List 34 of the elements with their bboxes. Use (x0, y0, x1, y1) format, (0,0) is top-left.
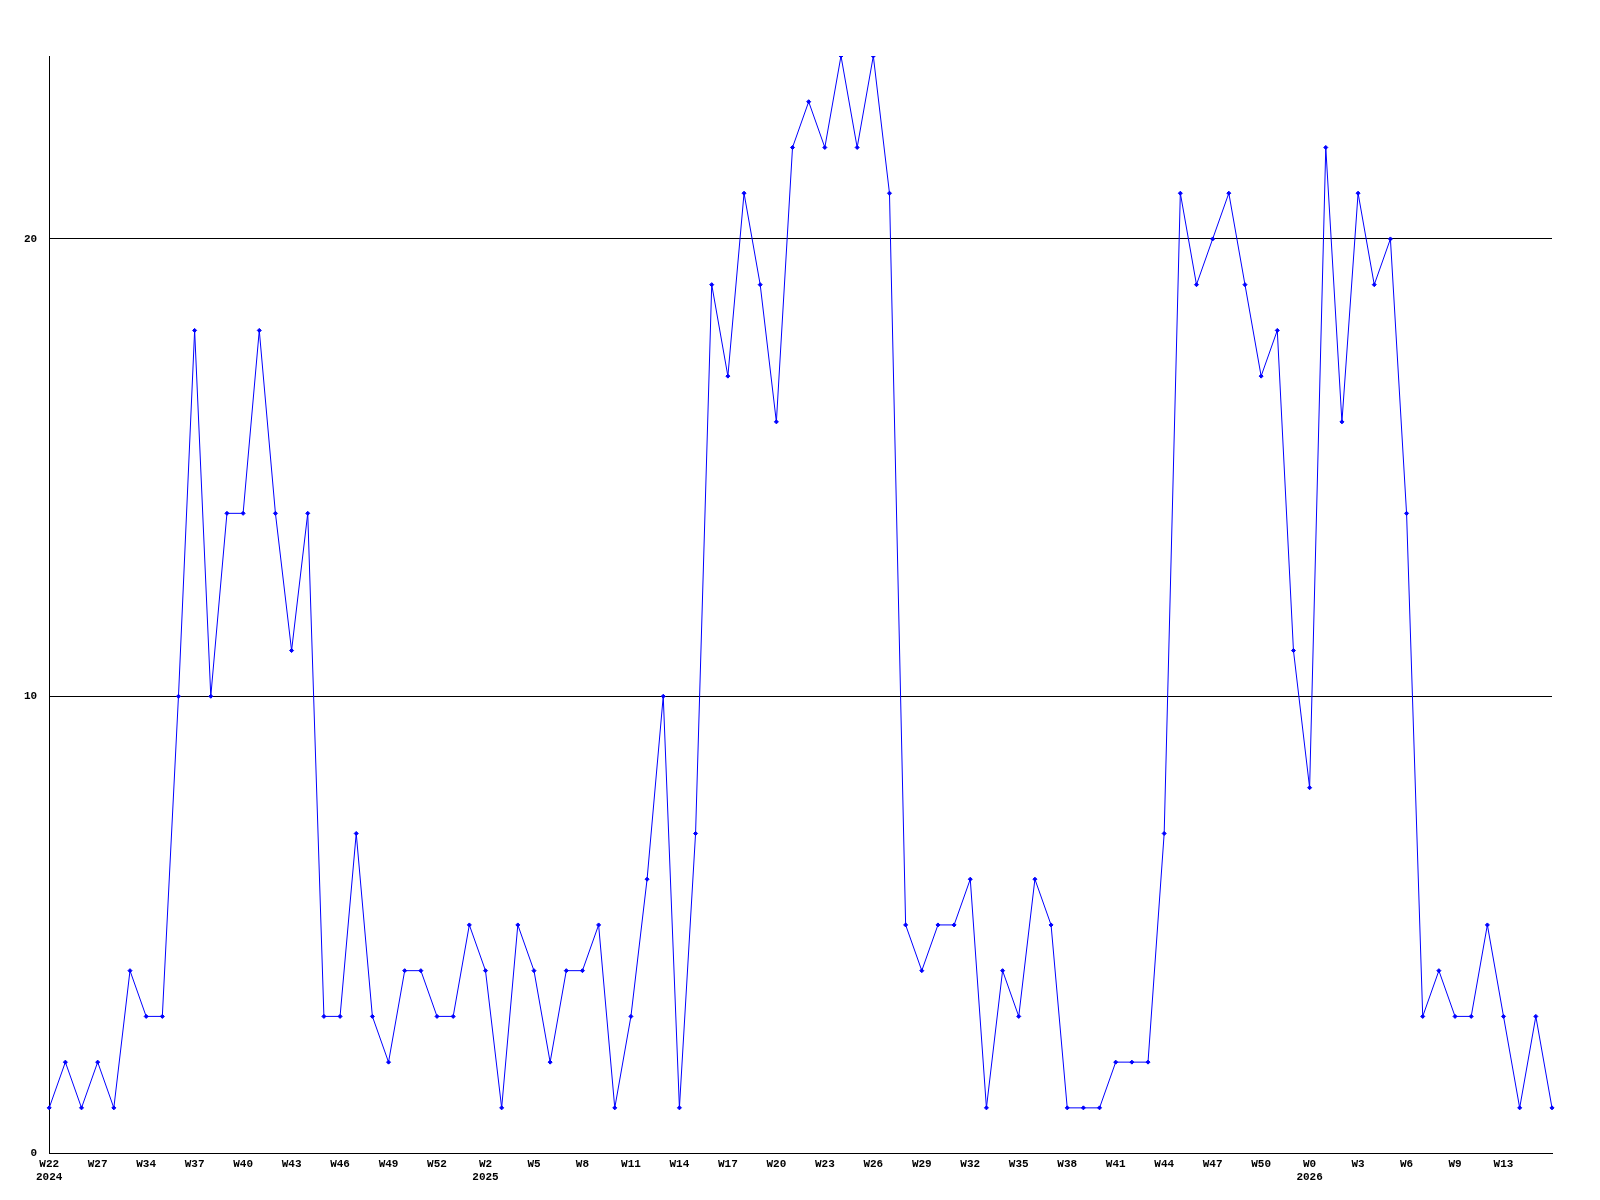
x-tick-label: W2 2025 (472, 1157, 500, 1184)
x-tick-label: W46 (330, 1157, 350, 1170)
x-tick-label: W34 (136, 1157, 157, 1170)
x-tick-label: W8 (575, 1157, 590, 1170)
x-tick-label: W38 (1057, 1157, 1078, 1170)
y-tick-label: 0 (30, 1147, 38, 1160)
x-tick-label: W43 (281, 1157, 302, 1170)
x-tick-label: W9 (1448, 1157, 1462, 1170)
x-tick-label: W11 (621, 1157, 642, 1170)
x-tick-label: W22 2024 (36, 1157, 63, 1184)
x-tick-label: W35 (1008, 1157, 1030, 1170)
x-tick-label: W14 (669, 1157, 690, 1170)
x-tick-label: W41 (1105, 1157, 1126, 1170)
x-tick-label: W0 2026 (1296, 1157, 1323, 1184)
x-tick-label: W50 (1251, 1157, 1272, 1170)
x-tick-label: W32 (960, 1157, 981, 1170)
x-tick-label: W20 (766, 1157, 787, 1170)
x-tick-label: W29 (911, 1157, 932, 1170)
x-tick-label: W17 (717, 1157, 738, 1170)
x-tick-label: W52 (427, 1157, 447, 1170)
x-tick-label: W40 (233, 1157, 254, 1170)
x-tick-label: W47 (1202, 1157, 1223, 1170)
x-tick-label: W37 (184, 1157, 205, 1170)
x-tick-label: W6 (1399, 1157, 1414, 1170)
x-tick-label: W44 (1154, 1157, 1175, 1170)
y-tick-label: 10 (24, 690, 38, 703)
x-tick-label: W3 (1351, 1157, 1366, 1170)
x-tick-label: W5 (527, 1157, 541, 1170)
x-tick-label: W27 (87, 1157, 108, 1170)
x-tick-label: W26 (863, 1157, 884, 1170)
x-tick-label: W49 (378, 1157, 399, 1170)
y-tick-label: 20 (24, 232, 38, 245)
x-tick-label: W23 (814, 1157, 836, 1170)
x-tick-label: W13 (1493, 1157, 1514, 1170)
